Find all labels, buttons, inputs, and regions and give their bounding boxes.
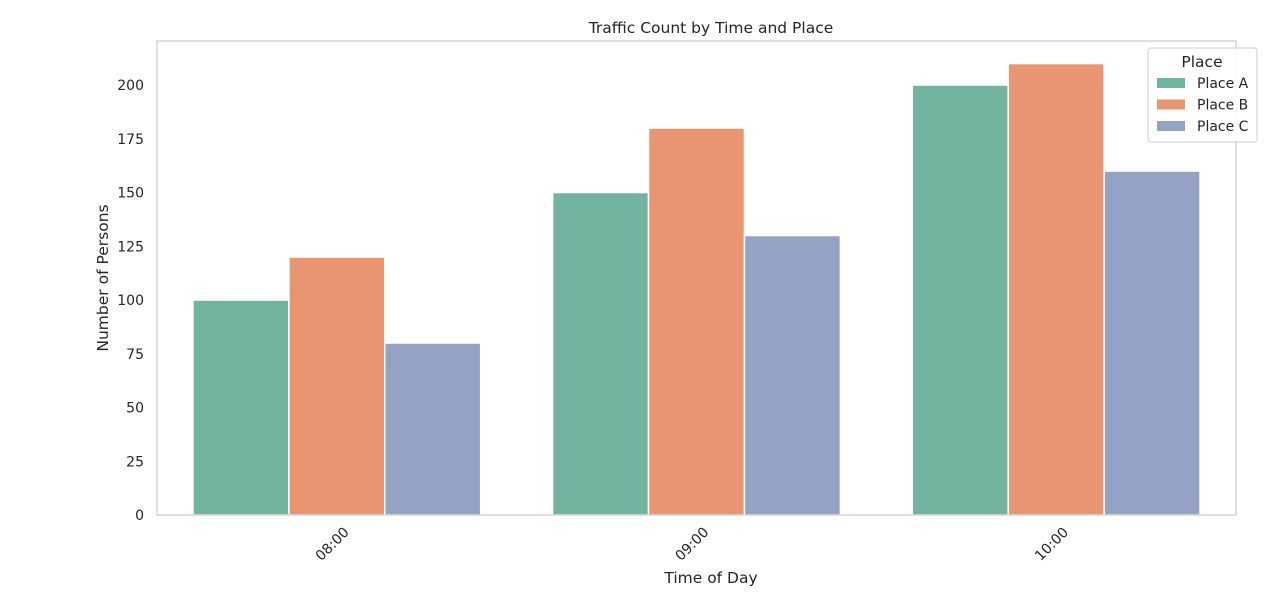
legend-items: Place A Place B Place C [1157, 76, 1249, 135]
legend-label: Place B [1197, 98, 1248, 114]
legend-label: Place A [1197, 76, 1249, 92]
x-axis-ticks: 08:00 09:00 10:00 [313, 525, 1072, 565]
legend: Place Place A Place B Place C [1147, 47, 1258, 143]
y-axis-title: Number of Persons [94, 204, 112, 351]
legend-label: Place C [1197, 119, 1249, 135]
bar-place-b-0800 [288, 256, 386, 516]
bar-place-c-1000 [1103, 170, 1201, 516]
bar-place-c-0800 [384, 342, 482, 516]
x-tick-label: 08:00 [313, 525, 353, 565]
bar-place-a-1000 [911, 84, 1009, 516]
bar-place-a-0800 [192, 299, 290, 516]
legend-box [1147, 47, 1258, 143]
bar-place-a-0900 [551, 191, 650, 516]
x-axis-title: Time of Day [663, 569, 757, 587]
plot-bars [192, 62, 1201, 516]
legend-swatch [1157, 99, 1185, 110]
chart-title: Traffic Count by Time and Place [588, 19, 834, 37]
y-tick-label: 175 [117, 132, 144, 148]
y-tick-label: 125 [117, 239, 144, 255]
x-tick-label: 09:00 [672, 525, 712, 565]
legend-swatch [1157, 78, 1185, 88]
y-axis-ticks: 0 25 50 75 100 125 150 175 200 [117, 78, 144, 524]
legend-swatch [1157, 121, 1185, 131]
y-tick-label: 200 [117, 78, 144, 94]
bar-place-b-0900 [647, 127, 746, 516]
bar-place-c-0900 [743, 234, 842, 516]
x-tick-label: 10:00 [1032, 525, 1072, 565]
bar-place-b-1000 [1007, 62, 1105, 516]
y-tick-label: 0 [135, 508, 144, 524]
plot-area-frame [156, 40, 1237, 516]
y-tick-label: 150 [117, 186, 144, 202]
y-tick-label: 75 [126, 347, 144, 363]
y-tick-label: 50 [126, 401, 144, 417]
y-tick-label: 25 [126, 454, 144, 470]
legend-title: Place [1181, 53, 1222, 71]
y-tick-label: 100 [117, 293, 144, 309]
